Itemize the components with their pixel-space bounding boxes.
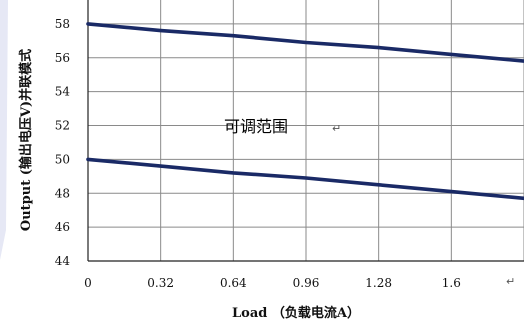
x-tick-label: 0.96 xyxy=(293,276,320,290)
y-tick-label: 48 xyxy=(55,186,70,200)
series-group xyxy=(86,22,524,201)
x-tick-label: 0.64 xyxy=(220,276,247,290)
x-axis-title: Load （负载电流A） xyxy=(232,305,360,321)
series-line-2 xyxy=(86,157,524,201)
grid xyxy=(87,0,524,262)
series-line-1 xyxy=(86,22,524,63)
x-tick-label: 0.32 xyxy=(147,276,174,290)
y-tick-label: 58 xyxy=(55,17,70,31)
watermark-shape xyxy=(0,0,8,260)
x-axis-return-mark: ↵ xyxy=(506,275,515,288)
y-tick-labels: 44 46 48 50 52 54 56 58 xyxy=(55,17,71,268)
x-tick-label: 1.6 xyxy=(442,276,461,290)
y-axis-title: Output (输出电压V)并联模式 xyxy=(18,49,34,231)
y-tick-label: 54 xyxy=(55,85,71,99)
x-tick-labels: 0 0.32 0.64 0.96 1.28 1.6 xyxy=(84,276,461,290)
y-tick-label: 46 xyxy=(55,220,70,234)
y-tick-label: 50 xyxy=(55,152,70,166)
y-tick-label: 52 xyxy=(55,119,70,133)
annotation-label: 可调范围 xyxy=(224,117,288,136)
x-tick-label: 1.28 xyxy=(365,276,392,290)
y-tick-label: 44 xyxy=(55,254,71,268)
annotation-return-mark: ↵ xyxy=(332,122,341,135)
y-tick-label: 56 xyxy=(55,51,70,65)
x-tick-label: 0 xyxy=(84,276,92,290)
